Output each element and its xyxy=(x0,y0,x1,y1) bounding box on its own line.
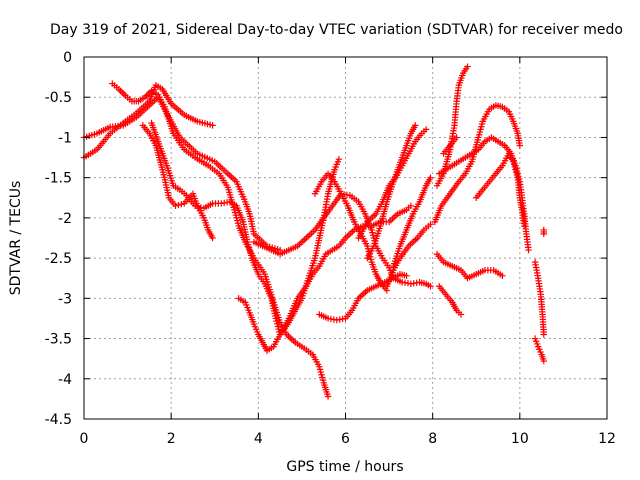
series-arc-15 xyxy=(436,283,465,318)
series-arc-11 xyxy=(364,122,419,262)
chart-title: Day 319 of 2021, Sidereal Day-to-day VTE… xyxy=(50,22,623,38)
x-tick-label: 0 xyxy=(80,431,89,447)
series-arc-04 xyxy=(139,122,216,242)
series-arc-17 xyxy=(433,63,471,189)
series-arc-13 xyxy=(390,174,434,270)
data-point xyxy=(407,202,415,210)
series-arc-14 xyxy=(433,250,506,282)
data-point xyxy=(209,234,216,242)
data-point xyxy=(194,203,202,210)
series-arc-01 xyxy=(80,81,216,161)
y-axis-label: SDTVAR / TECUs xyxy=(8,181,24,296)
data-point xyxy=(178,201,185,208)
data-point xyxy=(209,122,216,129)
x-tick-label: 4 xyxy=(254,431,263,447)
data-points xyxy=(80,63,548,400)
data-point xyxy=(499,272,506,280)
series-arc-09 xyxy=(316,271,410,324)
data-point xyxy=(427,283,434,290)
data-point xyxy=(403,272,410,280)
x-tick-label: 12 xyxy=(598,431,616,447)
data-point xyxy=(464,63,471,70)
y-tick-label: -4.5 xyxy=(45,412,72,428)
data-point xyxy=(191,202,199,210)
data-point xyxy=(525,246,532,254)
series-arc-18 xyxy=(431,102,524,226)
y-tick-label: -1.5 xyxy=(45,171,72,187)
data-point xyxy=(422,126,430,133)
series-arc-20 xyxy=(473,150,528,230)
y-tick-label: -0.5 xyxy=(45,90,72,106)
data-point xyxy=(457,311,465,318)
series-arc-12 xyxy=(383,221,434,290)
y-tick-label: -2.5 xyxy=(45,251,72,267)
series-arc-03 xyxy=(109,80,332,400)
data-point xyxy=(540,357,548,365)
y-tick-label: 0 xyxy=(63,50,72,66)
data-point xyxy=(427,174,434,181)
data-point xyxy=(172,202,179,210)
x-tick-label: 2 xyxy=(167,431,176,447)
data-point xyxy=(516,142,524,149)
series-arc-06 xyxy=(235,202,415,354)
data-point xyxy=(324,393,332,400)
x-tick-label: 10 xyxy=(511,431,529,447)
data-point xyxy=(427,221,434,228)
y-tick-label: -2 xyxy=(58,211,72,227)
series-arc-22 xyxy=(531,335,548,365)
data-point xyxy=(540,331,548,338)
data-point xyxy=(453,134,460,141)
y-tick-label: -3.5 xyxy=(45,332,72,348)
series-arc-21 xyxy=(531,258,548,338)
data-point xyxy=(335,155,343,163)
data-point xyxy=(540,230,548,238)
axis-ticks: 0 2 4 6 8 10 12 0 -0.5 -1 -1.5 -2 -2.5 -3 -3.5 -4 -4.5 xyxy=(45,50,616,447)
x-tick-label: 6 xyxy=(341,431,350,447)
x-axis-label: GPS time / hours xyxy=(286,459,403,475)
data-point xyxy=(175,201,182,209)
y-tick-label: -3 xyxy=(58,291,72,307)
data-point xyxy=(520,222,528,230)
y-tick-label: -1 xyxy=(58,130,72,146)
series-arc-19 xyxy=(440,134,460,157)
y-tick-label: -4 xyxy=(58,372,72,388)
data-point xyxy=(412,122,419,129)
x-tick-label: 8 xyxy=(428,431,437,447)
series-arc-23 xyxy=(540,226,548,238)
